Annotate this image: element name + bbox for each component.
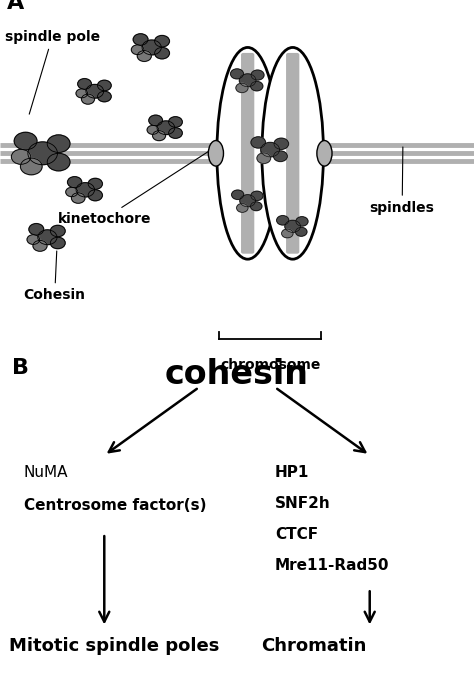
Text: spindles: spindles [370,147,435,215]
Text: Mre11-Rad50: Mre11-Rad50 [275,558,390,573]
Circle shape [33,241,47,251]
Circle shape [232,190,244,199]
FancyBboxPatch shape [241,53,255,254]
Circle shape [38,230,57,245]
Circle shape [29,224,44,235]
Circle shape [98,80,111,91]
Circle shape [72,193,85,203]
Circle shape [251,70,264,80]
Circle shape [257,153,271,164]
Circle shape [277,216,289,225]
Circle shape [50,225,65,237]
Circle shape [155,36,169,47]
Text: CTCF: CTCF [275,527,318,541]
Circle shape [251,137,265,148]
Circle shape [274,138,289,149]
Circle shape [240,195,255,207]
Circle shape [261,143,280,157]
Circle shape [14,132,37,150]
Circle shape [250,202,262,211]
Circle shape [27,235,40,245]
Text: NuMA: NuMA [24,465,68,480]
FancyBboxPatch shape [286,53,300,254]
Text: SNF2h: SNF2h [275,496,331,511]
Ellipse shape [317,141,332,166]
Circle shape [251,82,263,91]
Circle shape [169,128,182,139]
Circle shape [282,229,293,238]
Circle shape [155,47,169,59]
Circle shape [251,191,263,201]
Text: spindle pole: spindle pole [5,30,100,114]
Circle shape [86,84,104,98]
Circle shape [47,153,70,171]
Circle shape [131,45,144,55]
Circle shape [239,74,256,87]
Circle shape [237,203,248,212]
Ellipse shape [262,47,324,259]
Circle shape [137,51,151,62]
Circle shape [296,217,308,226]
Ellipse shape [217,47,279,259]
Circle shape [142,40,161,55]
Circle shape [68,176,82,188]
Text: Mitotic spindle poles: Mitotic spindle poles [9,637,220,655]
Circle shape [98,91,111,102]
Circle shape [149,115,163,126]
Circle shape [28,142,57,165]
Circle shape [76,183,95,197]
Circle shape [236,83,248,93]
Circle shape [47,135,70,153]
Circle shape [88,178,102,189]
Circle shape [157,121,175,135]
Text: B: B [12,358,29,378]
Circle shape [11,149,31,164]
Text: chromosome: chromosome [220,358,320,372]
Ellipse shape [209,141,224,166]
Circle shape [153,130,165,141]
Circle shape [78,78,91,89]
Circle shape [285,220,301,233]
Circle shape [133,34,148,45]
Text: Centrosome factor(s): Centrosome factor(s) [24,498,206,512]
Circle shape [147,126,159,135]
Text: Cohesin: Cohesin [24,251,86,302]
Text: kinetochore: kinetochore [57,147,215,226]
Circle shape [82,94,94,104]
Circle shape [20,158,42,175]
Text: cohesin: cohesin [165,358,309,391]
Circle shape [50,237,65,249]
Circle shape [169,117,182,127]
Text: A: A [7,0,24,13]
Text: Chromatin: Chromatin [261,637,366,655]
Circle shape [296,227,307,236]
Circle shape [76,89,88,98]
Circle shape [230,69,244,79]
Circle shape [88,190,102,201]
Circle shape [273,151,287,162]
Circle shape [66,187,78,197]
Text: HP1: HP1 [275,465,310,480]
